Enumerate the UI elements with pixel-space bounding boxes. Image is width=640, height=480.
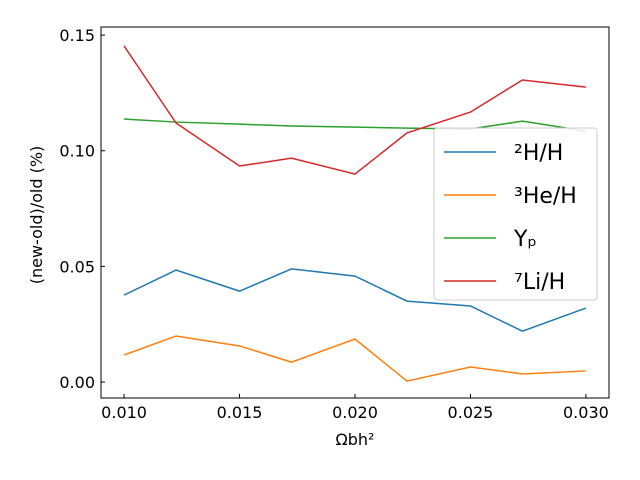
legend-label: ³He/H bbox=[514, 184, 577, 209]
y-tick-label: 0.05 bbox=[59, 257, 95, 276]
y-tick-label: 0.10 bbox=[59, 142, 95, 161]
x-axis-label: Ωbh² bbox=[336, 430, 375, 449]
x-tick-label: 0.020 bbox=[332, 403, 378, 422]
series-line bbox=[124, 118, 587, 132]
plot-frame bbox=[100, 26, 610, 399]
y-axis-label: (new-old)/old (%) bbox=[27, 146, 46, 285]
x-tick-label: 0.030 bbox=[563, 403, 609, 422]
legend-label: ²H/H bbox=[514, 141, 563, 166]
x-tick-label: 0.015 bbox=[217, 403, 263, 422]
legend-label: Yₚ bbox=[513, 227, 537, 252]
y-tick-label: 0.15 bbox=[59, 26, 95, 45]
x-tick-label: 0.025 bbox=[448, 403, 494, 422]
y-tick-label: 0.00 bbox=[59, 373, 95, 392]
series-line bbox=[123, 45, 586, 175]
legend-box bbox=[433, 127, 598, 301]
x-tick-label: 0.010 bbox=[101, 403, 147, 422]
series-line bbox=[123, 335, 586, 382]
legend-label: ⁷Li/H bbox=[514, 270, 565, 295]
series-line bbox=[123, 268, 587, 332]
